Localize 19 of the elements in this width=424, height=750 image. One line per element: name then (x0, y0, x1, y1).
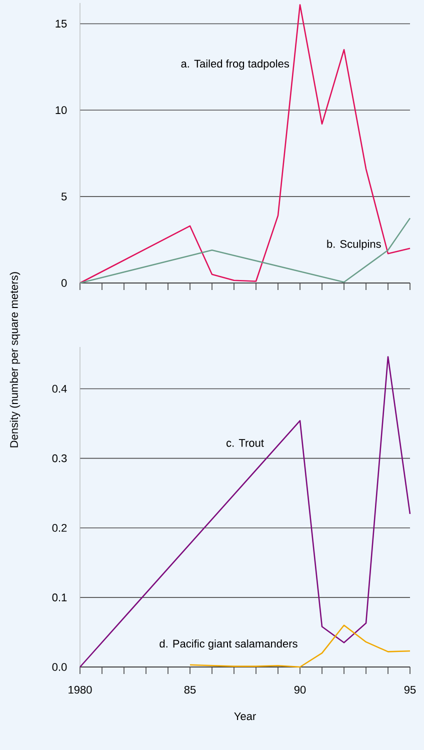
y-tick-label: 0.0 (52, 663, 67, 671)
y-tick-label: 0.2 (52, 524, 67, 532)
series-label: c. Trout (226, 439, 264, 447)
series-label: d. Pacific giant salamanders (160, 639, 298, 650)
y-tick-label: 0.4 (52, 384, 67, 393)
y-tick-label: 0.3 (52, 454, 67, 462)
y-tick-label: 5 (61, 192, 67, 200)
y-tick-label: 15 (56, 20, 67, 28)
series-label: b. Sculpins (327, 240, 381, 250)
x-tick-label: 90 (294, 686, 306, 694)
x-axis-title: Year (234, 712, 256, 720)
y-tick-label: 0.1 (52, 594, 67, 602)
series-label: a. Tailed frog tadpoles (181, 59, 290, 70)
y-tick-label: 0 (61, 279, 67, 287)
x-tick-label: 95 (404, 686, 416, 694)
x-tick-label: 1980 (68, 686, 92, 694)
x-tick-label: 85 (184, 686, 196, 694)
y-axis-title: Density (number per square meters) (10, 272, 20, 448)
y-tick-label: 10 (56, 106, 67, 114)
